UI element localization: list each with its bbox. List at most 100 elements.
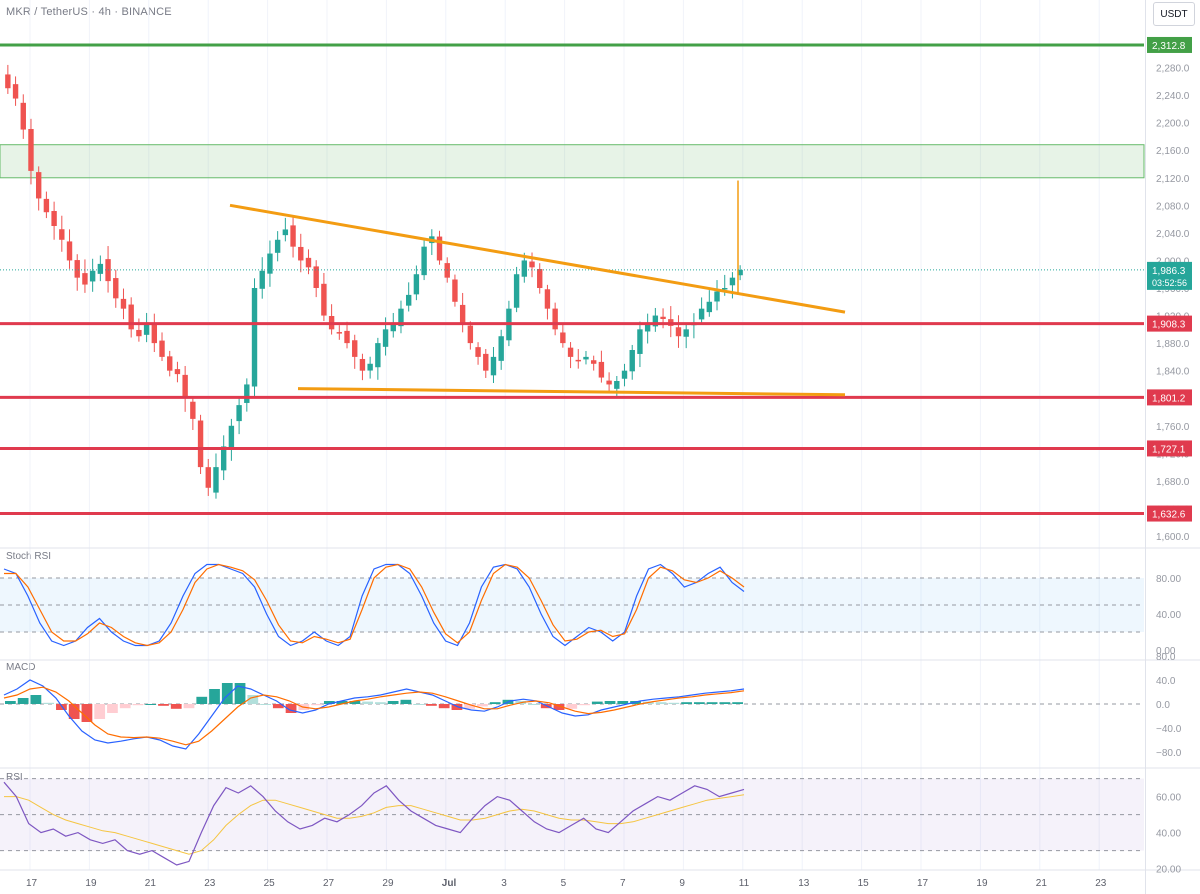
macd-histogram-bar xyxy=(170,704,182,709)
price-tick-label: 1,880.0 xyxy=(1156,339,1190,350)
candle-body xyxy=(575,359,581,362)
macd-histogram-bar xyxy=(591,701,603,704)
candle-body xyxy=(722,288,728,290)
macd-histogram-bar xyxy=(451,704,463,710)
candle-body xyxy=(321,283,327,316)
level-tag xyxy=(1147,440,1192,457)
macd-histogram-bar xyxy=(387,701,399,704)
stoch-tick-label: 40.00 xyxy=(1156,610,1181,621)
macd-histogram-bar xyxy=(17,698,29,704)
macd-histogram-bar xyxy=(489,702,501,704)
price-tick-label: 2,080.0 xyxy=(1156,201,1190,212)
time-label: 15 xyxy=(858,878,870,889)
candle-body xyxy=(12,84,19,99)
rsi-label: RSI xyxy=(6,772,23,783)
macd-histogram-bar xyxy=(285,704,297,713)
candle-body xyxy=(590,360,597,364)
candle-body xyxy=(20,102,26,130)
candle-body xyxy=(298,246,304,261)
level-tag xyxy=(1147,36,1192,53)
macd-histogram-bar xyxy=(719,702,731,704)
macd-histogram-bar xyxy=(706,702,718,704)
candle-body xyxy=(43,198,50,213)
time-label: Jul xyxy=(442,878,457,889)
candle-body xyxy=(737,269,743,276)
level-tag xyxy=(1147,505,1192,522)
candle-body xyxy=(159,340,165,357)
last-price-label: 1,986.3 xyxy=(1152,266,1186,277)
candle-body xyxy=(621,370,628,379)
candle-body xyxy=(382,329,389,347)
candle-body xyxy=(190,401,196,419)
candle-body xyxy=(59,229,65,240)
candle-body xyxy=(267,253,273,274)
macd-histogram-bar xyxy=(81,704,93,722)
candle-body xyxy=(66,241,73,261)
macd-histogram-bar xyxy=(247,695,259,704)
macd-histogram-bar xyxy=(107,704,118,713)
candle-body xyxy=(683,329,689,337)
candle-body xyxy=(244,384,250,403)
macd-histogram-bar xyxy=(68,704,80,719)
price-tick-label: 2,280.0 xyxy=(1156,64,1190,75)
candle-body xyxy=(274,239,281,253)
stoch-tick-label: 0.00 xyxy=(1156,646,1176,657)
macd-histogram-bar xyxy=(132,704,144,706)
candle-body xyxy=(490,356,497,376)
candle-body xyxy=(251,288,258,387)
candle-body xyxy=(236,405,242,422)
candle-body xyxy=(375,343,381,368)
time-label: 3 xyxy=(501,878,507,889)
candle-body xyxy=(637,329,643,354)
macd-histogram-bar xyxy=(413,704,425,705)
candle-body xyxy=(128,304,134,330)
time-label: 5 xyxy=(561,878,567,889)
candle-body xyxy=(436,236,443,261)
candle-body xyxy=(405,294,412,306)
candle-body xyxy=(120,298,127,309)
candle-body xyxy=(552,308,558,330)
stoch-rsi-label: Stoch RSI xyxy=(6,551,52,562)
trendline-descending-resistance xyxy=(229,203,846,314)
macd-histogram-bar xyxy=(336,701,348,704)
level-tag-label: 1,632.6 xyxy=(1152,510,1186,521)
candle-body xyxy=(606,380,612,385)
macd-tick-label: 40.0 xyxy=(1156,676,1176,687)
candle-body xyxy=(421,246,427,276)
currency-button[interactable]: USDT xyxy=(1153,2,1195,26)
candle-body xyxy=(290,225,296,247)
candle-body xyxy=(313,266,319,288)
macd-histogram-bar xyxy=(119,704,131,709)
time-label: 13 xyxy=(798,878,810,889)
chart-title: MKR / TetherUS · 4h · BINANCE xyxy=(6,6,172,18)
last-price-tag xyxy=(1147,261,1192,290)
candle-body xyxy=(305,257,312,268)
candle-body xyxy=(475,347,481,357)
price-tick-label: 1,600.0 xyxy=(1156,532,1190,543)
candle-body xyxy=(352,340,358,357)
time-label: 27 xyxy=(323,878,335,889)
candle-body xyxy=(467,325,474,344)
macd-label: MACD xyxy=(6,662,36,673)
candle-body xyxy=(498,336,504,361)
price-tick-label: 1,680.0 xyxy=(1156,477,1190,488)
macd-histogram-bar xyxy=(145,704,157,705)
price-tick-label: 2,200.0 xyxy=(1156,119,1190,130)
macd-histogram-bar xyxy=(477,704,488,707)
price-tick-label: 1,840.0 xyxy=(1156,367,1190,378)
macd-histogram-bar xyxy=(681,702,692,704)
macd-histogram-bar xyxy=(272,704,284,709)
candle-body xyxy=(390,322,396,332)
candle-body xyxy=(483,353,489,371)
candle-body xyxy=(74,260,80,278)
macd-histogram-bar xyxy=(426,704,437,706)
macd-histogram-bar xyxy=(566,704,578,709)
macd-histogram-bar xyxy=(196,696,208,704)
candle-body xyxy=(220,446,227,471)
macd-histogram-bar xyxy=(668,702,680,704)
candle-body xyxy=(205,467,211,488)
candle-body xyxy=(675,327,682,337)
candle-body xyxy=(644,322,651,332)
rsi-line xyxy=(3,781,745,866)
